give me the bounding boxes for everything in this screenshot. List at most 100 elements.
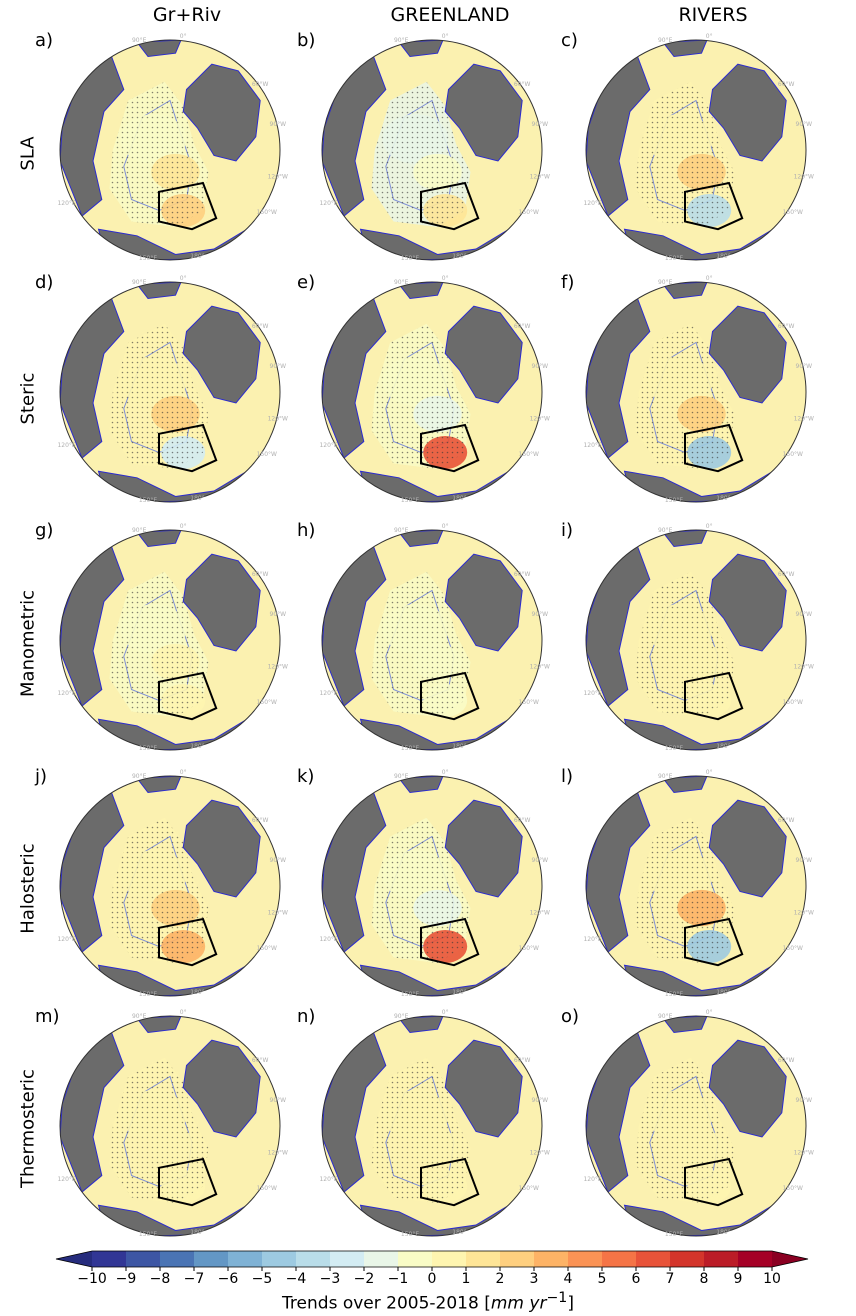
graticule-label: 150°W <box>519 945 539 952</box>
significance-stippling <box>109 817 209 963</box>
graticule-label: 150°E <box>401 255 419 262</box>
colorbar-tick-label: −1 <box>387 1271 409 1287</box>
graticule-label: 120°W <box>530 910 550 917</box>
graticule-label: 150°W <box>257 945 277 952</box>
graticule-label: 90°E <box>132 773 147 780</box>
graticule-label: 180° <box>190 989 204 996</box>
graticule-label: 0° <box>706 1009 713 1016</box>
graticule-label: 180° <box>452 495 466 502</box>
globe-outline <box>585 529 807 751</box>
graticule-label: 90°W <box>532 857 549 864</box>
greenland-landmass <box>444 63 523 162</box>
colorbar-swatch <box>704 1251 739 1267</box>
graticule-label: 150°E <box>139 991 157 998</box>
north-landmass <box>136 40 182 58</box>
colorbar-swatch <box>194 1251 229 1267</box>
north-landmass <box>136 776 182 794</box>
greenland-landmass <box>708 305 787 404</box>
north-landmass <box>136 282 182 300</box>
north-landmass <box>398 776 444 794</box>
colorbar-swatch <box>500 1251 535 1267</box>
colorbar-tick-label: −8 <box>149 1271 171 1287</box>
graticule-label: 90°E <box>394 1013 409 1020</box>
colorbar-tick-label: −4 <box>285 1271 307 1287</box>
panel-label: f) <box>561 272 575 293</box>
graticule-label: 0° <box>442 523 449 530</box>
globe-outline <box>585 39 807 261</box>
graticule-label: 120°E <box>57 690 75 697</box>
graticule-label: 180° <box>452 1229 466 1236</box>
graticule-label: 90°W <box>270 363 287 370</box>
graticule-label: 150°E <box>665 745 683 752</box>
greenland-landmass <box>182 305 261 404</box>
graticule-label: 0° <box>180 523 187 530</box>
colorbar-tick-label: 5 <box>597 1271 607 1287</box>
column-title-gr-riv: Gr+Riv <box>152 4 222 26</box>
region-box <box>420 917 480 967</box>
significance-stippling <box>635 81 735 227</box>
panel-label: h) <box>297 520 316 541</box>
graticule-label: 0° <box>706 33 713 40</box>
graticule-label: 120°W <box>268 174 288 181</box>
graticule-label: 120°E <box>583 200 601 207</box>
graticule-label: 60°W <box>514 817 531 824</box>
north-landmass <box>398 40 444 58</box>
graticule-label: 0° <box>442 769 449 776</box>
graticule-label: 60°W <box>252 81 269 88</box>
north-landmass <box>662 530 708 548</box>
graticule-label: 0° <box>180 1009 187 1016</box>
graticule-label: 180° <box>716 989 730 996</box>
colorbar-tick-label: 3 <box>529 1271 539 1287</box>
map-panel: 90°E 0° 60°W 90°W 120°W 150°W 180° 150°E 120°E <box>583 33 814 262</box>
colorbar-swatch <box>738 1251 773 1267</box>
graticule-label: 150°E <box>401 991 419 998</box>
graticule-label: 60°W <box>252 817 269 824</box>
map-panel: 90°E 0° 60°W 90°W 120°W 150°W 180° 150°E 120°E <box>583 275 814 504</box>
colorbar-tick-label: 1 <box>461 1271 471 1287</box>
graticule-label: 180° <box>716 743 730 750</box>
greenland-landmass <box>444 799 523 898</box>
region-box <box>158 1157 218 1207</box>
graticule-label: 150°W <box>783 945 803 952</box>
region-box <box>158 181 218 231</box>
significance-stippling <box>371 571 471 717</box>
graticule-label: 180° <box>716 253 730 260</box>
greenland-landmass <box>182 63 261 162</box>
colorbar-swatch <box>568 1251 603 1267</box>
region-box <box>684 423 744 473</box>
region-box <box>684 181 744 231</box>
significance-stippling <box>635 1057 735 1203</box>
graticule-label: 120°E <box>319 936 337 943</box>
graticule-label: 120°E <box>57 936 75 943</box>
graticule-label: 90°W <box>270 1097 287 1104</box>
graticule-label: 120°E <box>319 1176 337 1183</box>
graticule-label: 90°E <box>394 279 409 286</box>
colorbar-tick-label: −5 <box>251 1271 273 1287</box>
greenland-landmass <box>708 63 787 162</box>
graticule-label: 120°W <box>530 174 550 181</box>
north-landmass <box>662 282 708 300</box>
colorbar-title: Trends over 2005-2018 [mm yr−1] <box>282 1290 574 1314</box>
panel-label: o) <box>561 1006 580 1027</box>
graticule-label: 150°W <box>257 209 277 216</box>
region-box <box>684 1157 744 1207</box>
graticule-label: 60°W <box>778 817 795 824</box>
graticule-label: 150°W <box>257 451 277 458</box>
graticule-label: 120°W <box>794 664 814 671</box>
graticule-label: 90°E <box>658 527 673 534</box>
significance-stippling <box>109 323 209 469</box>
graticule-label: 0° <box>706 523 713 530</box>
graticule-label: 150°W <box>783 209 803 216</box>
colorbar-swatch <box>398 1251 433 1267</box>
colorbar-tick-label: 9 <box>733 1271 743 1287</box>
graticule-label: 180° <box>190 495 204 502</box>
graticule-label: 90°E <box>132 527 147 534</box>
globe-outline <box>321 529 543 751</box>
north-landmass <box>662 40 708 58</box>
map-panel: 90°E 0° 60°W 90°W 120°W 150°W 180° 150°E 120°E <box>583 523 814 752</box>
graticule-label: 180° <box>716 1229 730 1236</box>
graticule-label: 90°W <box>532 1097 549 1104</box>
graticule-label: 90°E <box>658 773 673 780</box>
